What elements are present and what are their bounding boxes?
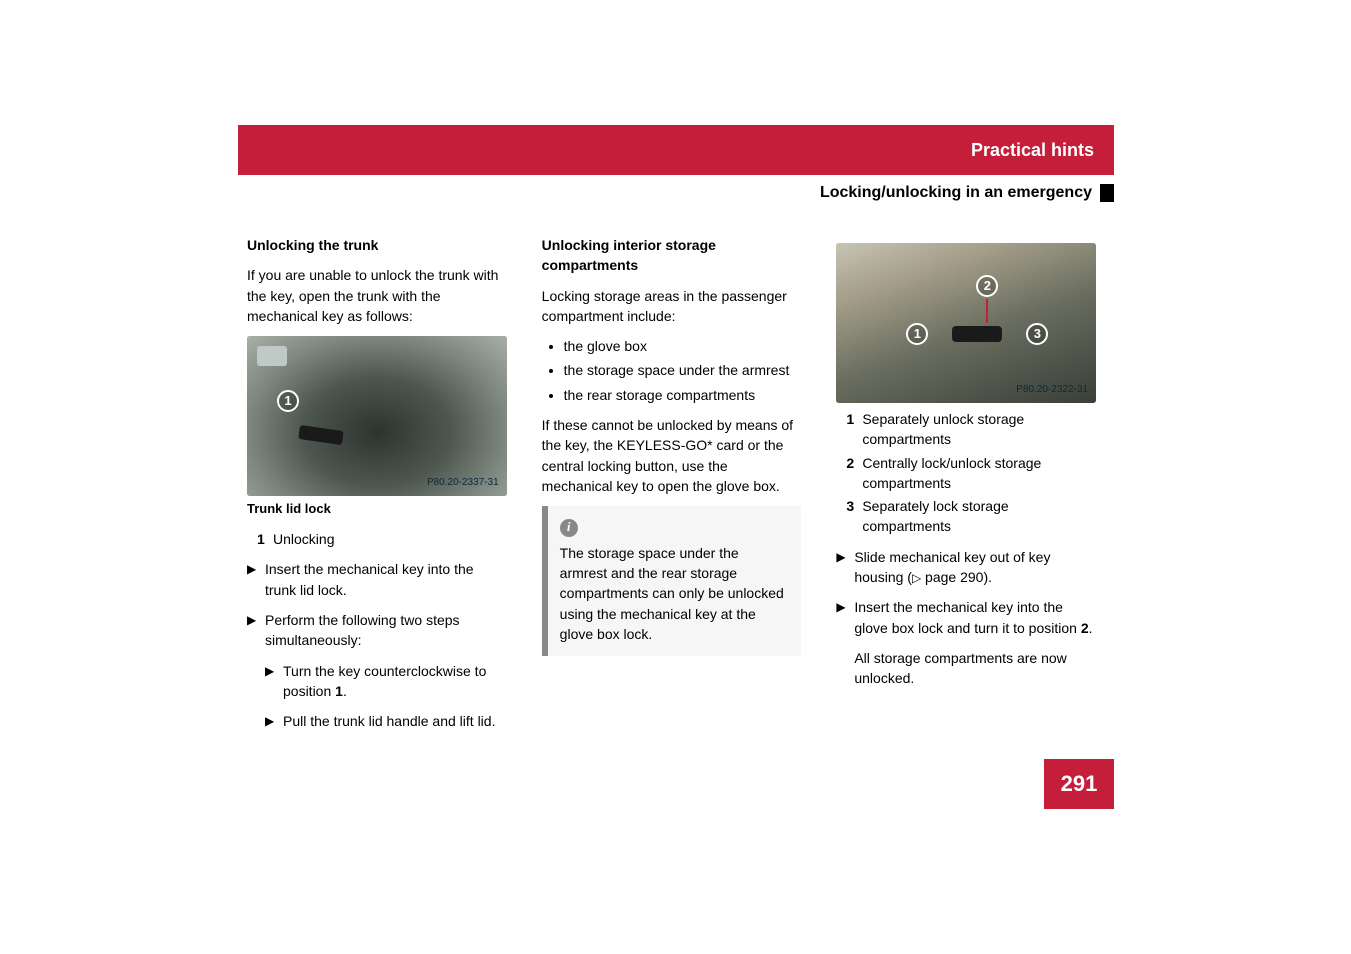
legend-item: 1 Unlocking bbox=[257, 529, 507, 549]
substep: ▶ Turn the key counterclockwise to posit… bbox=[265, 661, 507, 702]
page-number: 291 bbox=[1044, 759, 1114, 809]
substep-text: Turn the key counterclockwise to positio… bbox=[283, 661, 507, 702]
substep: ▶ Pull the trunk lid handle and lift lid… bbox=[265, 711, 507, 731]
step: ▶ Perform the following two steps simult… bbox=[247, 610, 507, 651]
section-subtitle-bar: Locking/unlocking in an emergency bbox=[820, 184, 1114, 202]
col3-legend: 1 Separately unlock storage compartments… bbox=[846, 409, 1096, 537]
legend-text: Centrally lock/unlock storage compartmen… bbox=[862, 453, 1096, 494]
list-item: the rear storage compartments bbox=[564, 385, 802, 405]
col1-caption: Trunk lid lock bbox=[247, 500, 507, 519]
trunk-lid-lock-figure: 1 P80.20-2337-31 bbox=[247, 336, 507, 496]
substep-text: Pull the trunk lid handle and lift lid. bbox=[283, 711, 507, 731]
legend-num: 3 bbox=[846, 496, 862, 537]
step: ▶ Insert the mechanical key into the glo… bbox=[836, 597, 1096, 638]
section-tab-marker bbox=[1100, 184, 1114, 202]
step-text: Perform the following two steps simultan… bbox=[265, 610, 507, 651]
legend-num: 1 bbox=[846, 409, 862, 450]
figure-code: P80.20-2322-31 bbox=[1016, 383, 1088, 398]
step-text: Slide mechanical key out of key housing … bbox=[854, 547, 1096, 588]
legend-text: Separately unlock storage compartments bbox=[862, 409, 1096, 450]
col2-heading: Unlocking interior storage compartments bbox=[542, 235, 802, 276]
step-result: All storage compartments are now unlocke… bbox=[854, 648, 1096, 689]
col1-intro: If you are unable to unlock the trunk wi… bbox=[247, 265, 507, 326]
legend-item: 1 Separately unlock storage compartments bbox=[846, 409, 1096, 450]
figure-lock-slot bbox=[952, 326, 1002, 342]
column-3: 1 2 3 P80.20-2322-31 1 Separately unlock… bbox=[836, 235, 1096, 741]
legend-num: 2 bbox=[846, 453, 862, 494]
step-text: Insert the mechanical key into the glove… bbox=[854, 597, 1096, 638]
list-item: the glove box bbox=[564, 336, 802, 356]
col2-intro: Locking storage areas in the passenger c… bbox=[542, 286, 802, 327]
step-arrow-icon: ▶ bbox=[265, 661, 283, 702]
legend-text: Separately lock storage compartments bbox=[862, 496, 1096, 537]
step: ▶ Insert the mechanical key into the tru… bbox=[247, 559, 507, 600]
legend-item: 3 Separately lock storage compartments bbox=[846, 496, 1096, 537]
list-item: the storage space under the armrest bbox=[564, 360, 802, 380]
col1-legend: 1 Unlocking bbox=[257, 529, 507, 549]
chapter-header: Practical hints bbox=[238, 125, 1114, 175]
page-ref-icon: ▷ bbox=[912, 570, 921, 587]
step-arrow-icon: ▶ bbox=[265, 711, 283, 731]
col2-para2: If these cannot be unlocked by means of … bbox=[542, 415, 802, 496]
step-arrow-icon: ▶ bbox=[836, 547, 854, 588]
step-arrow-icon: ▶ bbox=[836, 597, 854, 638]
chapter-title: Practical hints bbox=[971, 140, 1094, 161]
info-box: i The storage space under the armrest an… bbox=[542, 506, 802, 656]
step-arrow-icon: ▶ bbox=[247, 610, 265, 651]
legend-item: 2 Centrally lock/unlock storage compartm… bbox=[846, 453, 1096, 494]
column-2: Unlocking interior storage compartments … bbox=[542, 235, 802, 741]
figure-code: P80.20-2337-31 bbox=[427, 476, 499, 491]
figure-corner-label bbox=[257, 346, 287, 366]
legend-num: 1 bbox=[257, 529, 273, 549]
glovebox-lock-figure: 1 2 3 P80.20-2322-31 bbox=[836, 243, 1096, 403]
column-1: Unlocking the trunk If you are unable to… bbox=[247, 235, 507, 741]
figure-bg bbox=[836, 243, 1096, 403]
col1-heading: Unlocking the trunk bbox=[247, 235, 507, 255]
step: ▶ Slide mechanical key out of key housin… bbox=[836, 547, 1096, 588]
content-columns: Unlocking the trunk If you are unable to… bbox=[247, 235, 1096, 741]
info-text: The storage space under the armrest and … bbox=[560, 543, 790, 644]
step-text: Insert the mechanical key into the trunk… bbox=[265, 559, 507, 600]
step-arrow-icon: ▶ bbox=[247, 559, 265, 600]
figure-line bbox=[986, 299, 988, 323]
info-icon: i bbox=[560, 519, 578, 537]
col2-bullet-list: the glove box the storage space under th… bbox=[564, 336, 802, 405]
legend-text: Unlocking bbox=[273, 529, 334, 549]
section-title: Locking/unlocking in an emergency bbox=[820, 184, 1092, 202]
